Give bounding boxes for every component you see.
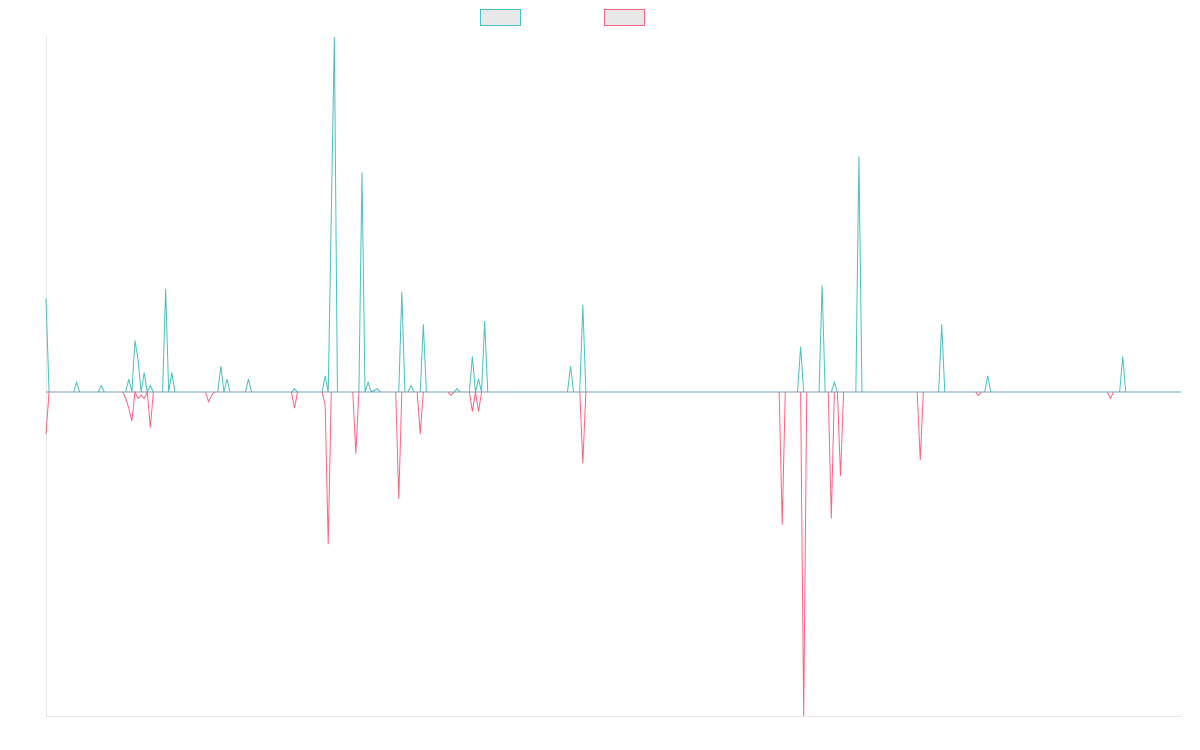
legend xyxy=(480,9,645,26)
series-line-b xyxy=(45,390,1181,717)
legend-swatch-series-a xyxy=(480,9,521,26)
legend-item-series-a[interactable] xyxy=(480,9,521,26)
plot-area xyxy=(45,36,1181,717)
legend-item-series-b[interactable] xyxy=(604,9,645,26)
legend-swatch-series-b xyxy=(604,9,645,26)
series-line-a xyxy=(45,36,1181,394)
